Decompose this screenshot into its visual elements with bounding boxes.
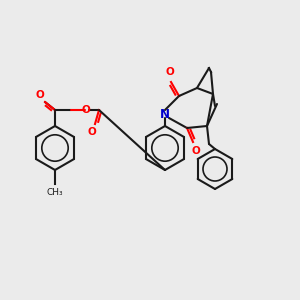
Text: O: O <box>36 90 44 100</box>
Text: CH₃: CH₃ <box>47 188 63 197</box>
Text: O: O <box>82 105 90 115</box>
Text: O: O <box>166 67 174 77</box>
Text: O: O <box>88 127 96 137</box>
Text: O: O <box>192 146 200 156</box>
Text: N: N <box>160 107 170 121</box>
